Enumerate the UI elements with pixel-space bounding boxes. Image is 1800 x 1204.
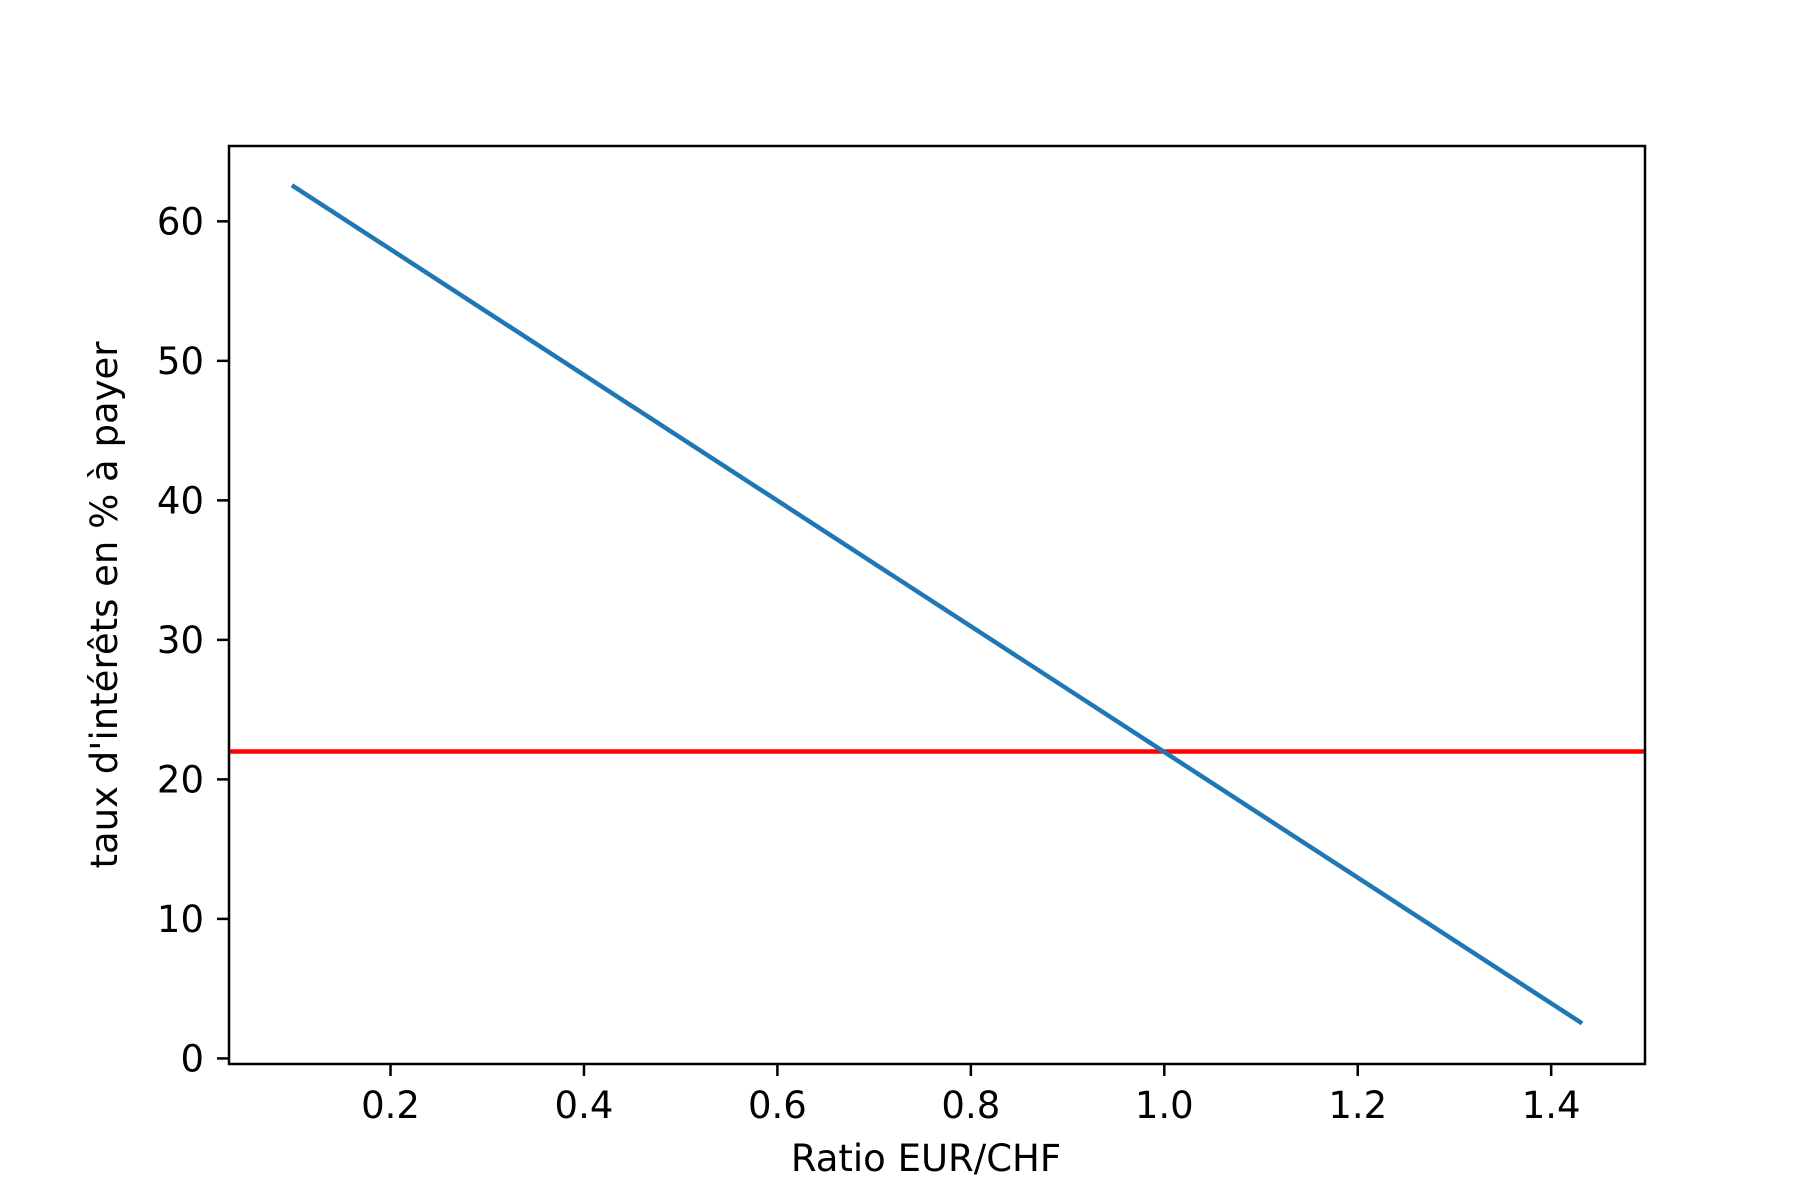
x-tick-label: 0.8 [941, 1084, 1000, 1127]
y-axis-label: taux d'intérêts en % à payer [83, 341, 126, 869]
x-tick-label: 1.4 [1522, 1084, 1581, 1127]
plot-layer [229, 183, 1645, 1026]
x-axis-label: Ratio EUR/CHF [791, 1137, 1061, 1180]
y-tick-label: 10 [157, 898, 204, 941]
axes-frame [227, 144, 1647, 1066]
y-tick-label: 20 [157, 758, 204, 801]
x-tick-label: 0.4 [555, 1084, 614, 1127]
x-tick-label: 0.2 [361, 1084, 420, 1127]
y-tick-label: 40 [157, 479, 204, 522]
series-line-1 [290, 183, 1584, 1026]
y-tick-label: 0 [180, 1037, 204, 1080]
x-tick-label: 1.2 [1328, 1084, 1387, 1127]
y-tick-label: 50 [157, 340, 204, 383]
x-tick-label: 0.6 [748, 1084, 807, 1127]
y-tick-label: 30 [157, 619, 204, 662]
y-tick-label: 60 [157, 200, 204, 243]
axes-layer: 0.2 0.4 0.6 0.8 1.0 1.2 1.4 0 10 20 30 40 50 60 [157, 144, 1647, 1127]
x-tick-label: 1.0 [1135, 1084, 1194, 1127]
